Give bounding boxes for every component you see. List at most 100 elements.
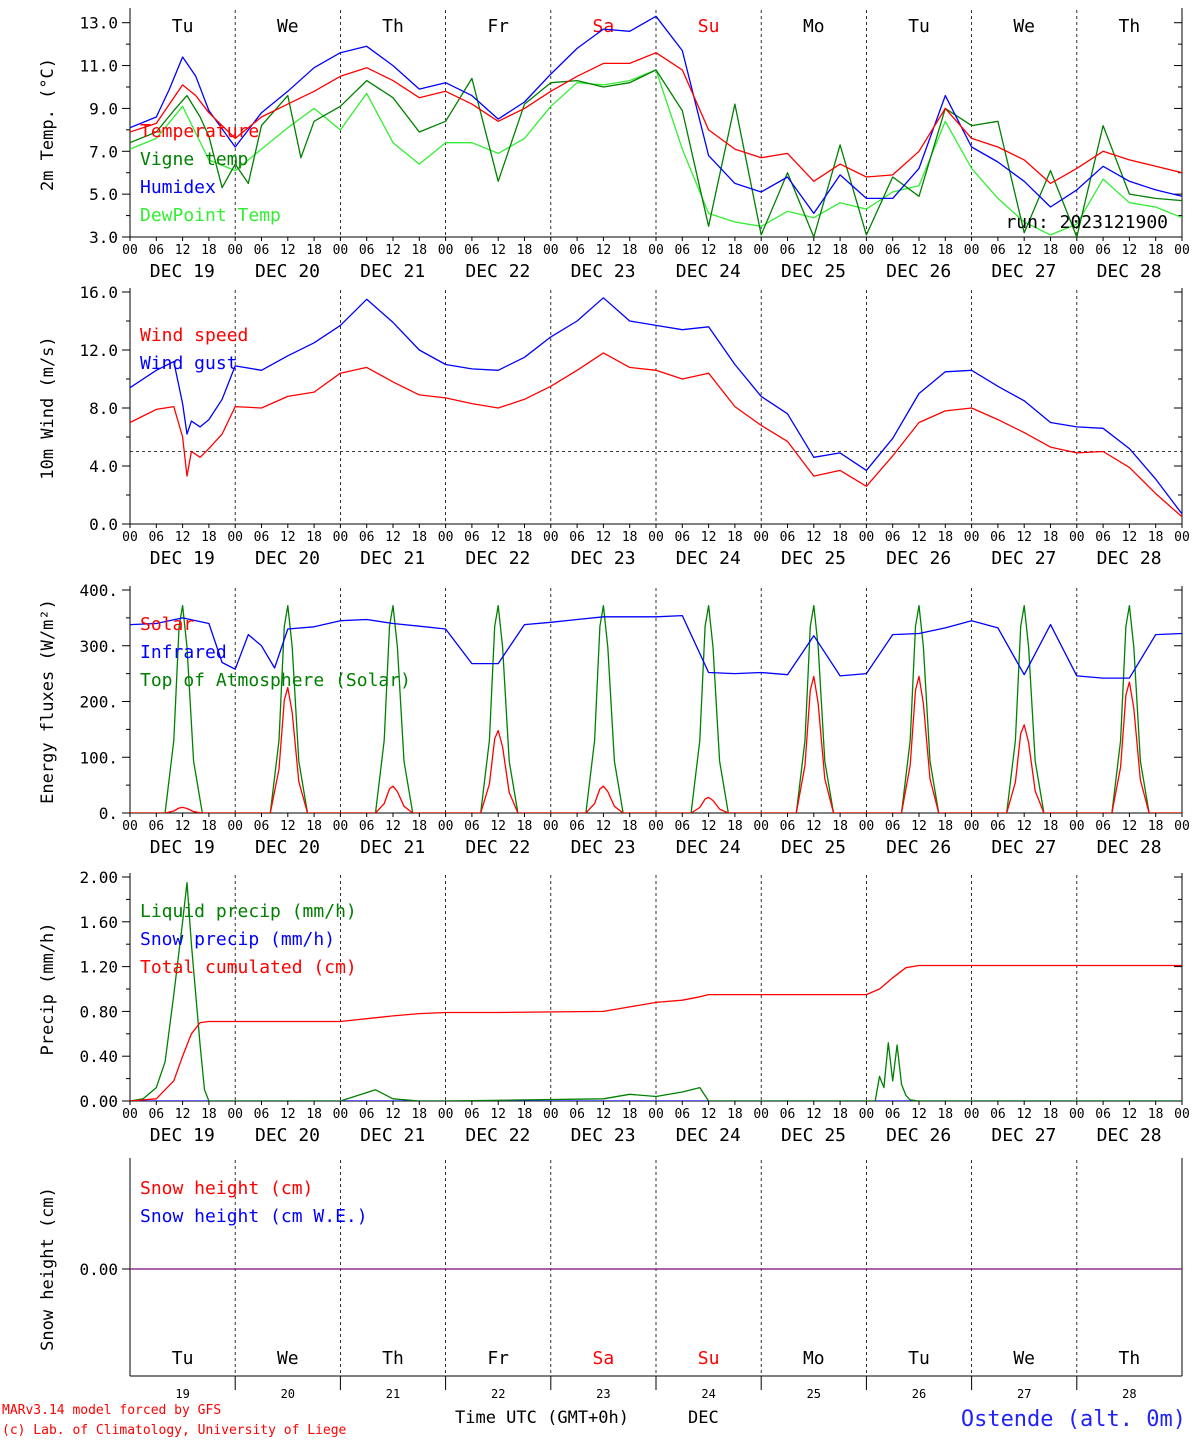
- date-label: DEC 21: [360, 261, 425, 282]
- x-tick-label: 00: [122, 819, 138, 834]
- date-label: DEC 20: [255, 1125, 320, 1146]
- x-tick-label: 06: [569, 243, 585, 258]
- x-tick-label: 06: [254, 243, 270, 258]
- date-label: DEC 27: [991, 261, 1056, 282]
- x-tick-label: 00: [438, 819, 454, 834]
- footer-model: MARv3.14 model forced by GFS: [2, 1403, 221, 1418]
- date-label: DEC 19: [150, 837, 215, 858]
- x-tick-label: 12: [701, 819, 717, 834]
- x-tick-label: 06: [780, 530, 796, 545]
- series-line-solar: [130, 675, 1182, 813]
- x-tick-label: 12: [280, 819, 296, 834]
- x-tick-label: 18: [1043, 1107, 1059, 1122]
- y-tick-label: 16.0: [79, 283, 118, 302]
- legend-entry: Humidex: [140, 177, 216, 198]
- x-tick-label: 06: [674, 530, 690, 545]
- x-tick-label: 12: [385, 243, 401, 258]
- x-tick-label: 18: [622, 819, 638, 834]
- x-tick-label: 18: [832, 243, 848, 258]
- x-tick-label: 00: [1069, 1107, 1085, 1122]
- x-tick-label: 12: [596, 243, 612, 258]
- x-tick-label: 12: [911, 530, 927, 545]
- x-tick-label: 12: [280, 1107, 296, 1122]
- x-tick-label: 18: [727, 1107, 743, 1122]
- x-tick-label: 12: [490, 1107, 506, 1122]
- x-tick-label: 06: [1095, 530, 1111, 545]
- x-tick-label: 12: [911, 819, 927, 834]
- x-tick-label: 06: [885, 243, 901, 258]
- x-tick-label: 06: [148, 530, 164, 545]
- x-tick-label: 06: [464, 243, 480, 258]
- date-label: DEC 23: [571, 261, 636, 282]
- x-tick-label: 06: [359, 530, 375, 545]
- footer: MARv3.14 model forced by GFS (c) Lab. of…: [2, 1403, 1186, 1438]
- x-tick-label: 06: [254, 530, 270, 545]
- x-tick-label: 12: [806, 819, 822, 834]
- weekday-label: We: [1013, 16, 1035, 37]
- x-tick-label: 12: [806, 530, 822, 545]
- x-tick-label: 06: [780, 1107, 796, 1122]
- x-tick-label: 00: [753, 530, 769, 545]
- date-label: DEC 20: [255, 548, 320, 569]
- date-label: DEC 26: [886, 548, 951, 569]
- x-tick-label: 06: [1095, 819, 1111, 834]
- day-number-label: 27: [1017, 1387, 1031, 1401]
- weekday-label: Mo: [803, 16, 825, 37]
- weekday-label: Th: [1119, 16, 1141, 37]
- x-tick-label: 12: [490, 530, 506, 545]
- date-label: DEC 20: [255, 837, 320, 858]
- date-label: DEC 19: [150, 548, 215, 569]
- series-group: [130, 881, 1182, 1101]
- series-group: [130, 297, 1182, 518]
- legend-entry: Solar: [140, 614, 194, 635]
- x-tick-label: 06: [464, 819, 480, 834]
- date-label: DEC 21: [360, 548, 425, 569]
- date-label: DEC 25: [781, 1125, 846, 1146]
- y-tick-label: 8.0: [89, 399, 118, 418]
- x-tick-label: 18: [622, 1107, 638, 1122]
- date-label: DEC 25: [781, 261, 846, 282]
- legend-entry: DewPoint Temp: [140, 205, 281, 226]
- x-tick-label: 00: [1174, 819, 1190, 834]
- date-label: DEC 19: [150, 261, 215, 282]
- y-tick-label: 0.40: [79, 1047, 118, 1066]
- date-label: DEC 27: [991, 1125, 1056, 1146]
- x-tick-label: 12: [1016, 530, 1032, 545]
- y-tick-label: 0.0: [89, 515, 118, 534]
- legend-entry: Temperature: [140, 121, 259, 142]
- date-label: DEC 23: [571, 1125, 636, 1146]
- y-axis-label: 10m Wind (m/s): [38, 336, 58, 479]
- x-tick-label: 06: [569, 530, 585, 545]
- weekday-label: Th: [382, 16, 404, 37]
- x-tick-label: 00: [753, 1107, 769, 1122]
- y-tick-label: 0.00: [79, 1260, 118, 1279]
- weekday-label: Fr: [487, 1348, 509, 1369]
- weekday-label: Mo: [803, 1348, 825, 1369]
- x-tick-label: 18: [1148, 530, 1164, 545]
- x-tick-label: 12: [806, 243, 822, 258]
- x-tick-label: 00: [753, 243, 769, 258]
- day-number-label: 28: [1122, 1387, 1136, 1401]
- x-tick-label: 12: [385, 1107, 401, 1122]
- x-tick-label: 12: [1122, 530, 1138, 545]
- x-tick-label: 00: [543, 1107, 559, 1122]
- x-tick-label: 00: [753, 819, 769, 834]
- x-tick-label: 00: [333, 530, 349, 545]
- x-tick-label: 12: [1122, 819, 1138, 834]
- series-line-liquid-precip-mm-h: [130, 881, 1182, 1101]
- x-tick-label: 12: [1016, 243, 1032, 258]
- date-label: DEC 24: [676, 837, 741, 858]
- x-tick-label: 00: [648, 530, 664, 545]
- x-tick-label: 18: [517, 1107, 533, 1122]
- weekday-label: Tu: [172, 16, 194, 37]
- x-tick-label: 00: [964, 819, 980, 834]
- date-label: DEC 28: [1097, 548, 1162, 569]
- legend-entry: Liquid precip (mm/h): [140, 901, 357, 922]
- x-tick-label: 06: [464, 1107, 480, 1122]
- y-tick-label: 3.0: [89, 228, 118, 247]
- x-tick-label: 12: [911, 243, 927, 258]
- y-tick-label: 12.0: [79, 341, 118, 360]
- y-tick-label: 11.0: [79, 57, 118, 76]
- x-tick-label: 00: [438, 1107, 454, 1122]
- y-tick-label: 4.0: [89, 457, 118, 476]
